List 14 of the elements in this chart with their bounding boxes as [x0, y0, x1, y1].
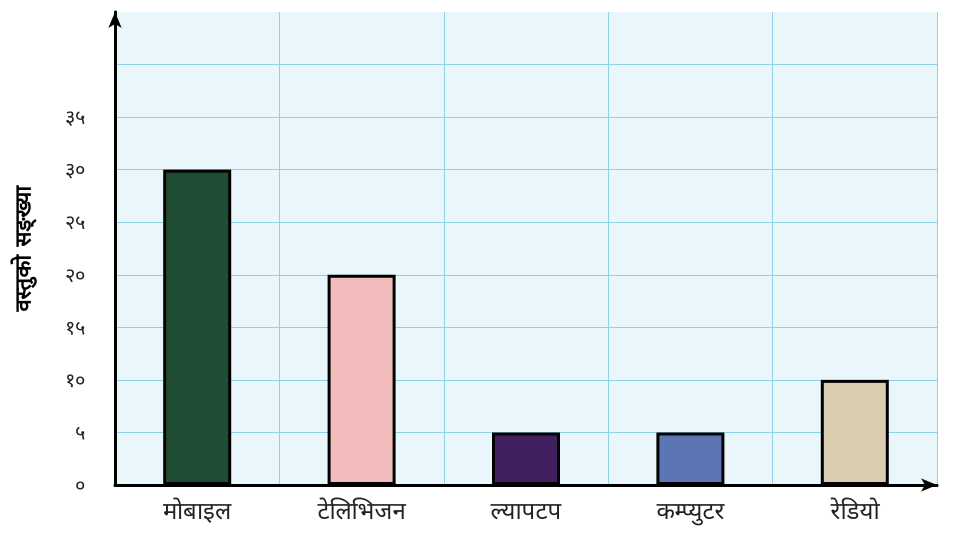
y-axis-title: वस्तुको सङ्ख्या [10, 184, 38, 312]
y-tick-label: ३० [65, 158, 85, 182]
y-tick-label: ३५ [65, 105, 85, 130]
y-tick-label: १० [65, 368, 85, 392]
x-tick-label: ल्यापटप [490, 497, 562, 525]
y-tick-label: १५ [65, 315, 85, 340]
x-tick-label: रेडियो [829, 497, 880, 525]
x-tick-label: मोबाइल [163, 497, 232, 525]
y-tick-label: २० [65, 262, 85, 287]
x-tick-label: टेलिभिजन [318, 497, 407, 525]
y-tick-label: ५ [75, 420, 85, 444]
x-tick-label: कम्प्युटर [656, 497, 726, 526]
y-tick-label: ० [75, 473, 85, 497]
y-tick-label: २५ [65, 210, 85, 234]
